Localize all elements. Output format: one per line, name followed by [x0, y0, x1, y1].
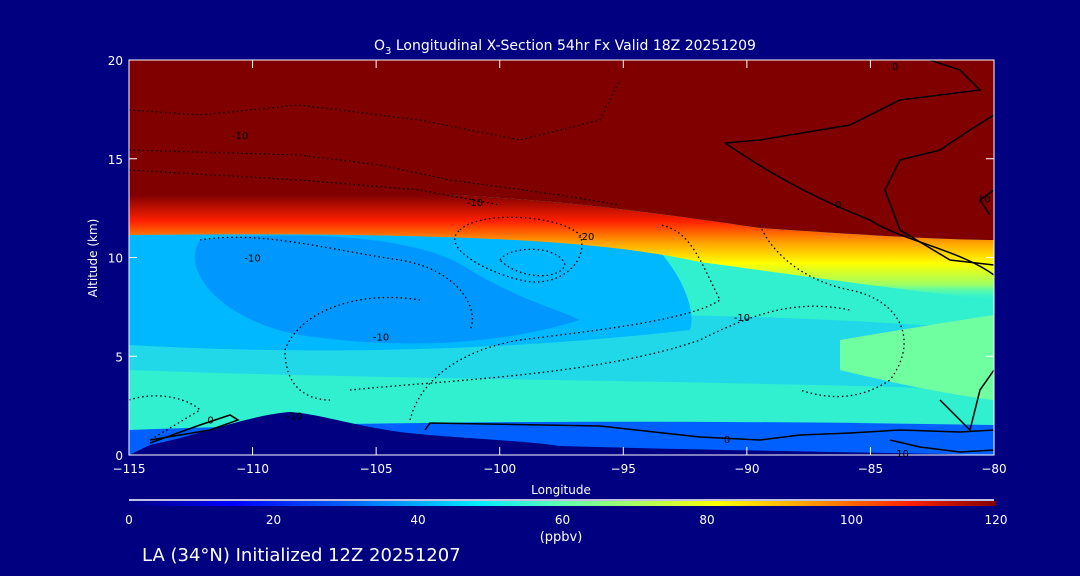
- colorbar-tick-label: 100: [840, 513, 863, 527]
- contour-label: -10: [286, 412, 302, 423]
- y-axis-ticks: 0 5 10 15 20: [108, 54, 994, 463]
- x-axis-label: Longitude: [531, 483, 591, 497]
- colorbar-tick-label: 80: [699, 513, 714, 527]
- colorbar-tick-label: 40: [410, 513, 425, 527]
- contour-label: -20: [578, 232, 594, 243]
- x-tick-label: −85: [858, 462, 883, 476]
- contour-lines-dotted: [129, 79, 905, 441]
- x-tick-label: −100: [483, 462, 516, 476]
- y-tick-label: 20: [108, 54, 123, 68]
- contour-label: 10: [896, 449, 909, 460]
- colorbar-tick-label: 0: [125, 513, 133, 527]
- y-tick-label: 5: [115, 350, 123, 364]
- footer-caption: LA (34°N) Initialized 12Z 20251207: [142, 545, 461, 566]
- y-tick-label: 15: [108, 153, 123, 167]
- y-axis-label: Altitude (km): [86, 219, 100, 298]
- contour-label: -10: [734, 313, 750, 324]
- contour-labels: -10 -10 -10 -20 -10 -10 -10 0 0 0 0 10 10: [207, 62, 990, 460]
- x-tick-label: −110: [236, 462, 269, 476]
- x-tick-label: −90: [734, 462, 759, 476]
- contour-label: -10: [467, 198, 483, 209]
- contour-label: -10: [244, 254, 260, 265]
- contour-lines-solid: [149, 60, 994, 453]
- x-tick-label: −105: [360, 462, 393, 476]
- low-ozone-core: [194, 235, 580, 344]
- green-patch: [840, 315, 994, 400]
- contour-label: 0: [724, 435, 730, 446]
- colorbar-tick-label: 20: [266, 513, 281, 527]
- x-axis-ticks: −115 −110 −105 −100 −95 −90 −85 −80: [113, 60, 1007, 476]
- colorbar-unit-label: (ppbv): [540, 530, 583, 545]
- colorbar-tick-label: 120: [985, 513, 1008, 527]
- y-tick-label: 10: [108, 252, 123, 266]
- contour-label: 0: [207, 415, 213, 426]
- contour-label: 10: [978, 194, 991, 205]
- colorbar: [129, 501, 996, 506]
- x-tick-label: −115: [113, 462, 146, 476]
- contour-label: 0: [892, 62, 898, 73]
- contour-label: 0: [835, 200, 841, 211]
- plot-area: [129, 60, 994, 455]
- terrain-mask: [129, 412, 994, 455]
- tropopause-gradient: [129, 195, 994, 300]
- y-tick-label: 0: [115, 449, 123, 463]
- contour-label: -10: [232, 131, 248, 142]
- contour-label: -10: [373, 333, 389, 344]
- x-tick-label: −95: [611, 462, 636, 476]
- stratosphere-high-ozone: [129, 60, 994, 240]
- colorbar-ticks: 0 20 40 60 80 100 120: [125, 513, 1007, 527]
- colorbar-tick-label: 60: [555, 513, 570, 527]
- chart-title: O3 Longitudinal X-Section 54hr Fx Valid …: [374, 38, 756, 57]
- x-tick-label: −80: [981, 462, 1006, 476]
